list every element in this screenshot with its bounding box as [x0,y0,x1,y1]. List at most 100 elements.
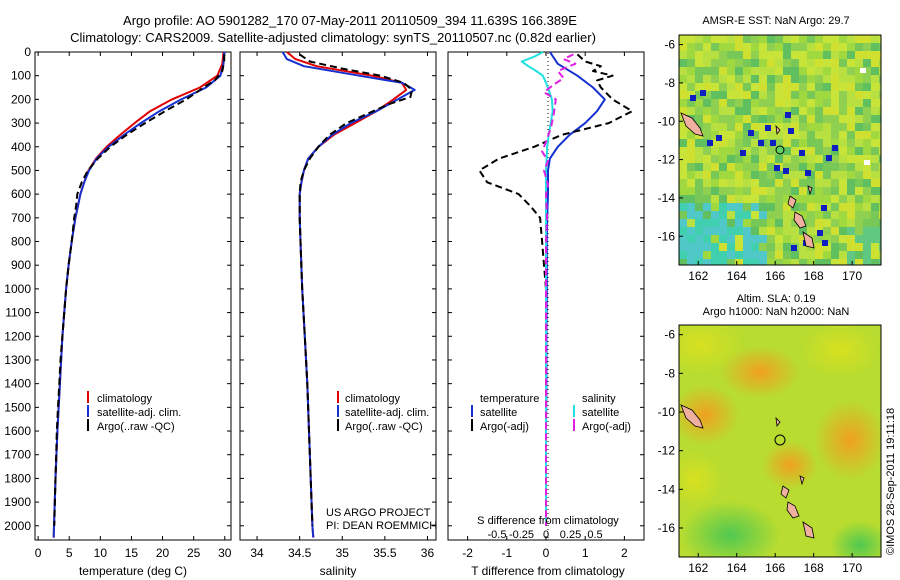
sst-cell [759,107,767,115]
sst-cell [767,43,775,51]
sst-cell [711,123,719,131]
sst-cell [847,59,855,67]
sst-cell [879,35,881,43]
sst-cell [823,99,831,107]
sst-cell [775,203,783,211]
sst-cell [815,131,823,139]
sst-cell [751,131,759,139]
sst-cell [719,163,727,171]
sst-cell [679,155,687,163]
sst-cell [719,107,727,115]
sst-cell [879,67,881,75]
sst-cell [839,195,847,203]
sst-cell [823,43,831,51]
sla-map-frame [678,324,882,558]
sst-cell [687,59,695,67]
sst-cell [735,83,743,91]
sst-cell [799,43,807,51]
sst-cell [871,123,879,131]
sst-cell [687,227,695,235]
sst-cell [767,131,775,139]
sst-cell [719,43,727,51]
sst-cell [743,99,751,107]
sst-cell [783,259,791,265]
sst-cell [815,75,823,83]
x-tick-label: 35.5 [373,546,397,560]
sst-cell [751,75,759,83]
sst-cell [695,259,703,265]
map-y-tick-label: -12 [658,444,676,458]
sst-cell [719,99,727,107]
x-tick-label: 0 [35,546,42,560]
sst-cell [719,115,727,123]
sst-cell [759,35,767,43]
x-tick-label: 15 [125,546,139,560]
sst-cell [783,251,791,259]
sst-cell [735,251,743,259]
sst-cell [783,43,791,51]
sst-cell [863,251,871,259]
sst-cell [799,67,807,75]
sst-cell [791,35,799,43]
sst-cell [727,35,735,43]
sst-cell [831,155,839,163]
sst-cell [679,235,687,243]
sst-cell [783,235,791,243]
sst-cell [679,251,687,259]
sst-cell [839,123,847,131]
sst-cell [727,155,735,163]
sst-cell [687,171,695,179]
sst-cell-missing [799,150,805,156]
sst-cell [783,139,791,147]
sst-cell [775,115,783,123]
sst-cell [703,43,711,51]
sst-cell [695,147,703,155]
sst-cell-missing [707,140,713,146]
sst-cell [695,59,703,67]
sst-cell [687,195,695,203]
sst-cell [879,123,881,131]
sst-cell [823,147,831,155]
sst-cell [807,91,815,99]
sst-cell [735,43,743,51]
sst-cell [783,131,791,139]
sst-cell [831,131,839,139]
y-tick-label: 900 [11,258,31,272]
sst-cell [839,211,847,219]
sst-cell [687,219,695,227]
sst-cell [799,115,807,123]
sst-cell [719,243,727,251]
sst-cell [751,243,759,251]
sst-cell [807,251,815,259]
sst-cell [743,227,751,235]
sst-cell [703,227,711,235]
sst-cell [679,131,687,139]
sst-cell [703,155,711,163]
sst-cell [759,43,767,51]
sst-cell [791,51,799,59]
sst-cell [743,131,751,139]
sst-cell [775,107,783,115]
sst-cell [783,155,791,163]
sst-cell [711,187,719,195]
sst-cell [823,51,831,59]
sst-cell [711,211,719,219]
sst-cell [719,235,727,243]
figure-title-line2: Climatology: CARS2009. Satellite-adjuste… [70,30,596,45]
s-tick-label: -0.25 [509,529,534,541]
map-y-tick-label: -10 [658,405,676,419]
sst-cell [751,43,759,51]
sst-cell [855,59,863,67]
sst-cell [711,131,719,139]
sst-cell [735,59,743,67]
sst-cell [799,107,807,115]
sst-cell [871,219,879,227]
sst-cell [687,259,695,265]
sst-cell [759,251,767,259]
sst-cell [703,251,711,259]
sst-cell [831,115,839,123]
sst-cell [767,83,775,91]
sst-cell [871,139,879,147]
sst-cell [775,195,783,203]
temperature-panel: 0100200300400500600700800900100011001200… [4,45,231,578]
